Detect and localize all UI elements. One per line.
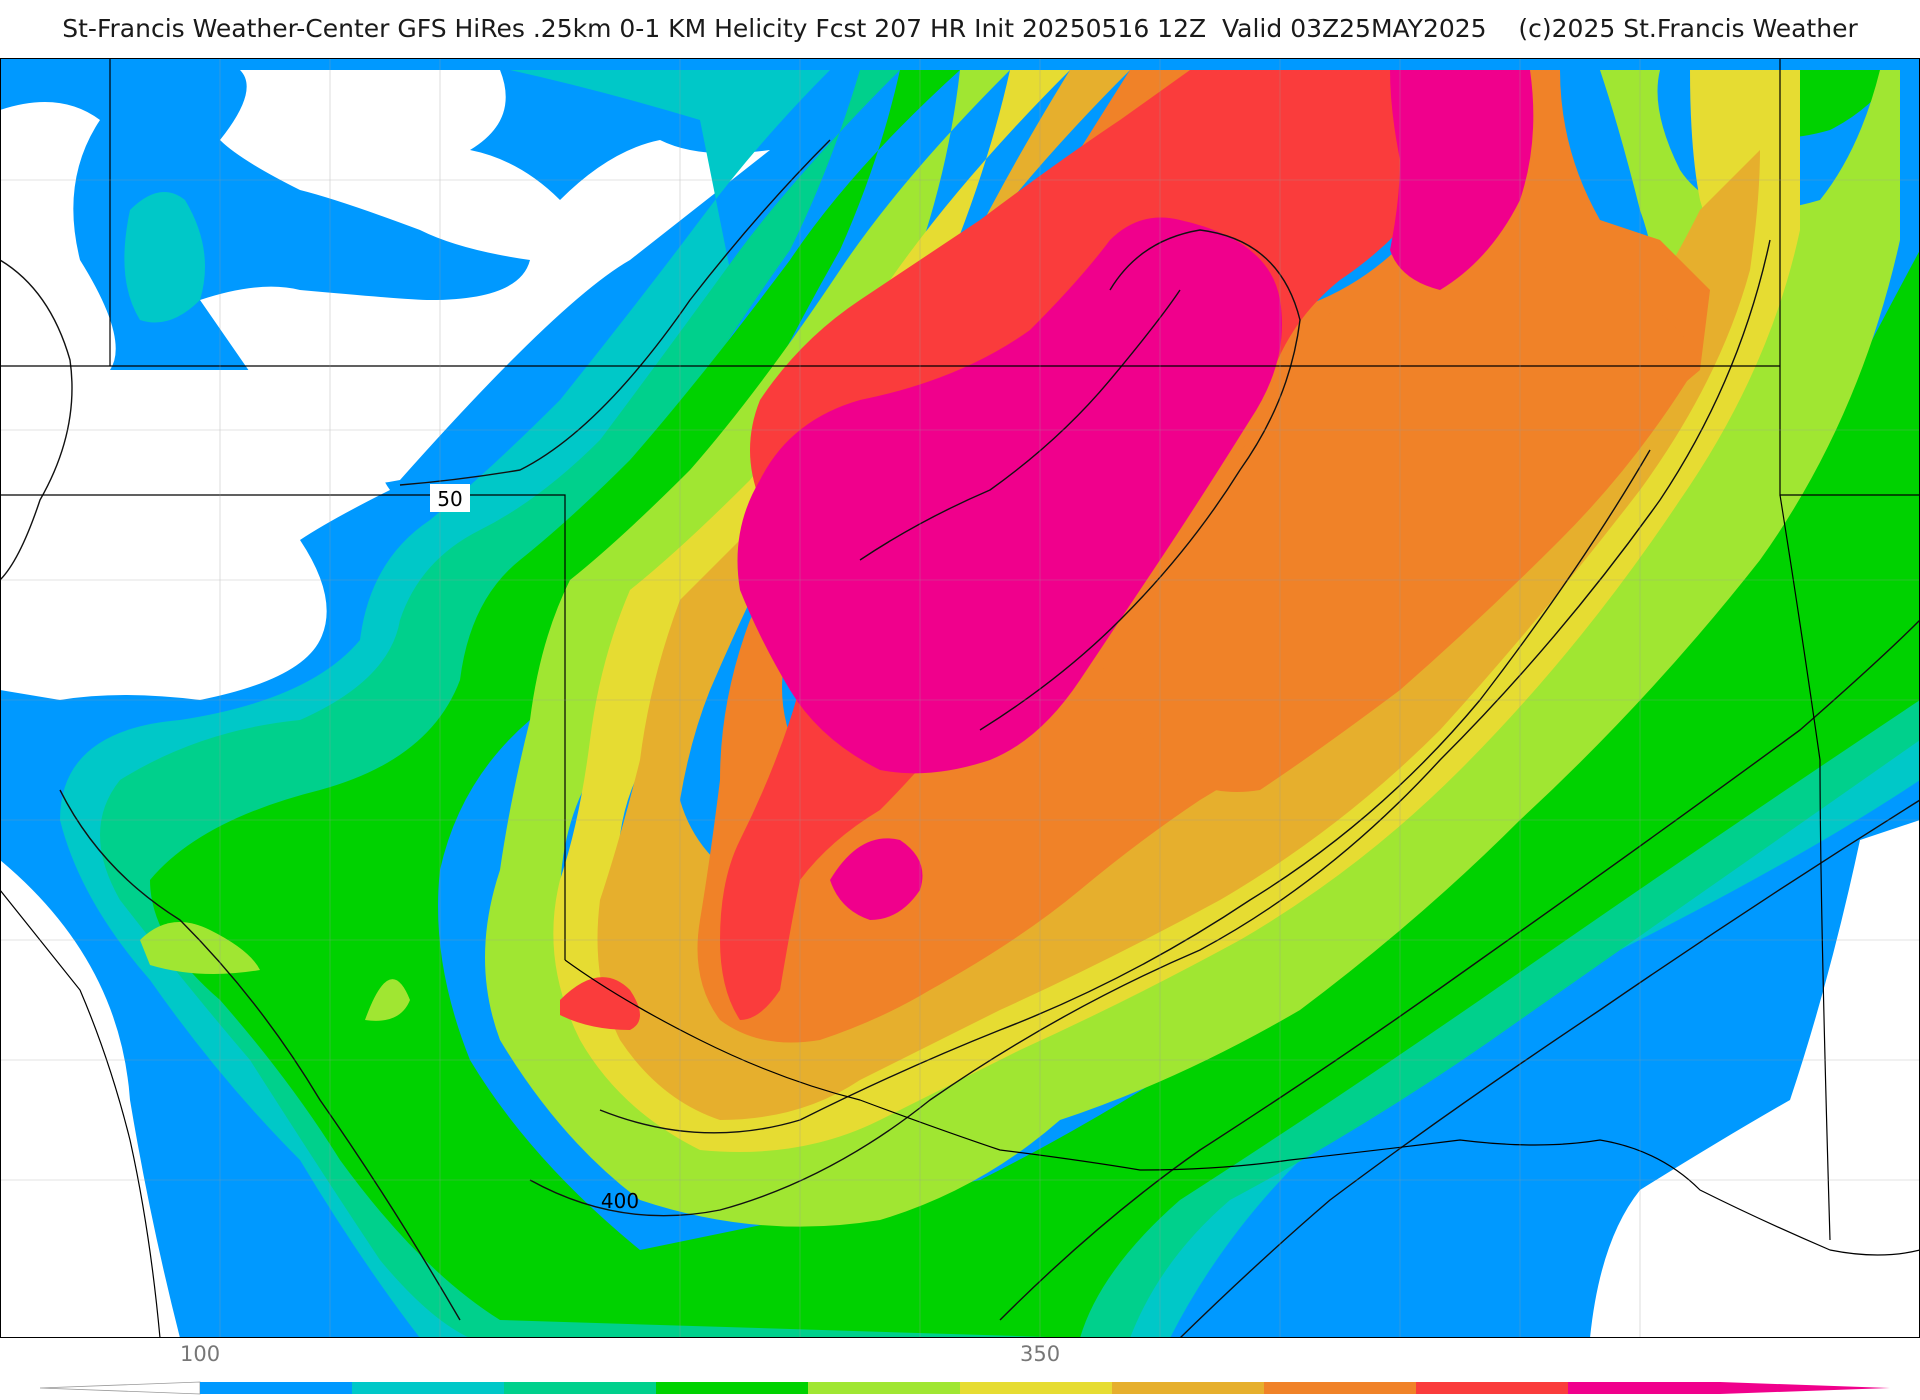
colorbar-extend-low	[39, 1381, 201, 1395]
contour-line-7	[859, 289, 1181, 561]
colorbar-segment-1	[200, 1382, 353, 1394]
field-lightgreen-island2	[365, 979, 410, 1021]
field-white-hole1	[150, 556, 190, 579]
contour-label-50: 50	[437, 487, 462, 511]
colorbar-segment-2	[352, 1382, 505, 1394]
field-lightgreen-island	[140, 922, 260, 974]
colorbar-segment-7	[1112, 1382, 1265, 1394]
field-cyan-island	[124, 192, 205, 323]
contour-line-9	[1179, 799, 1920, 1338]
colorbar-segment-8	[1264, 1382, 1417, 1394]
colorbar-segment-5	[808, 1382, 961, 1394]
field-red-island	[560, 977, 640, 1030]
colorbar-extend-high	[1720, 1382, 1890, 1394]
field-magenta-main	[737, 217, 1282, 774]
field-white-southwest	[0, 860, 180, 1338]
contour-line-3	[59, 789, 461, 1321]
contour-label-50-bg	[430, 484, 470, 512]
contour-label-400: 400	[601, 1189, 639, 1213]
field-magenta-south	[830, 838, 923, 920]
field-white-southeast	[1590, 820, 1920, 1338]
field-green	[150, 70, 1920, 1338]
colorbar-segment-9	[1416, 1382, 1569, 1394]
colorbar-label-350: 350	[1020, 1342, 1061, 1366]
colorbar-segment-6	[960, 1382, 1113, 1394]
copyright-text: (c)2025 St.Francis Weather	[1518, 14, 1858, 43]
state-boundary-mid	[0, 494, 566, 960]
contour-line-4	[529, 239, 1771, 1217]
colorbar-label-100: 100	[180, 1342, 221, 1366]
title-text: St-Francis Weather-Center GFS HiRes .25k…	[62, 14, 1487, 43]
field-gold	[597, 70, 1760, 1120]
colorbar-segment-4	[656, 1382, 809, 1394]
helicity-map: 50 400	[0, 58, 1920, 1338]
colorbar-segment-10	[1568, 1382, 1721, 1394]
map-title: St-Francis Weather-Center GFS HiRes .25k…	[0, 14, 1920, 43]
colorbar	[39, 1381, 1890, 1395]
state-boundary-southeast	[1779, 494, 1831, 1241]
contour-line-1	[0, 259, 73, 581]
contour-line-5	[599, 449, 1651, 1134]
field-white-hole2	[210, 609, 275, 634]
colorbar-segment-3	[504, 1382, 657, 1394]
field-white-west	[0, 370, 400, 700]
river-boundary	[564, 959, 1920, 1256]
field-white-north	[0, 102, 116, 370]
contour-line-6	[979, 229, 1301, 731]
border-west-texas	[0, 889, 161, 1338]
contour-line-2	[399, 139, 831, 486]
field-teal	[100, 70, 1920, 1338]
